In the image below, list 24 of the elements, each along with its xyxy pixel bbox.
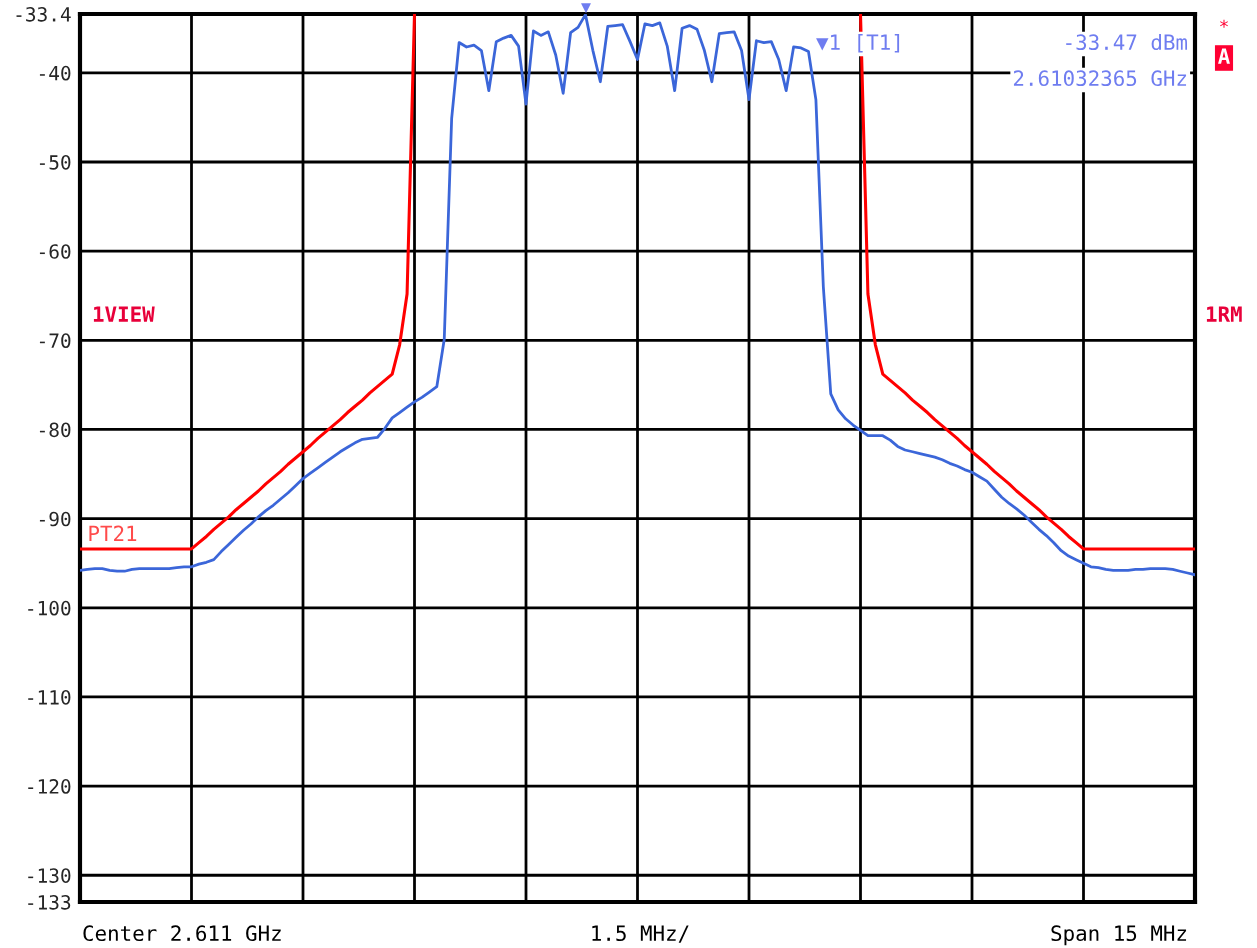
y-tick-label: -70 (39, 333, 71, 349)
y-tick-label: -40 (39, 65, 71, 81)
text: 1.5 MHz/ (592, 925, 689, 943)
text: ▼ (581, 3, 591, 14)
y-tick-label: -90 (39, 511, 71, 527)
y-tick-label: -80 (39, 422, 71, 438)
text: Center 2.611 GHz (83, 925, 281, 942)
y-tick-label: -100 (28, 600, 71, 616)
annotation: ▼1 [T1] (816, 33, 900, 53)
y-tick-label: -110 (28, 689, 71, 705)
text: A (1218, 48, 1230, 64)
text: 1RM (1206, 306, 1242, 322)
annotation: -33.47 dBm (1066, 33, 1188, 51)
text: * (1220, 19, 1228, 28)
text: Span 15 MHz (1051, 925, 1187, 946)
y-tick-label: -130 (28, 868, 71, 883)
y-tick-label: -120 (28, 779, 71, 794)
y-tick-label: -60 (39, 244, 71, 259)
y-tick-label: -33.4 (16, 7, 71, 22)
y-tick-label: -133 (28, 895, 71, 910)
y-tick-label: -50 (39, 155, 71, 170)
annotation: 1VIEW (93, 306, 155, 322)
annotation: 2.61032365 GHz (1013, 70, 1187, 87)
series-label: PT21 (89, 525, 137, 542)
